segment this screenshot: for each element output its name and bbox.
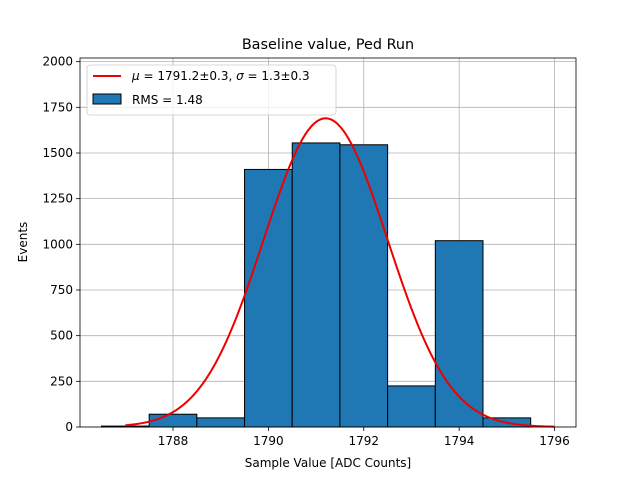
legend-sigma-value: = 1.3±0.3 <box>244 69 310 83</box>
gaussian-fit-curve <box>125 117 555 428</box>
y-tick-label: 1000 <box>42 237 73 251</box>
y-tick-label: 0 <box>65 420 73 434</box>
x-tick-label: 1796 <box>539 434 570 448</box>
y-tick-label: 250 <box>50 374 73 388</box>
x-tick-label: 1788 <box>158 434 189 448</box>
histogram-bar <box>291 142 341 428</box>
legend-hist-label: RMS = 1.48 <box>132 93 203 107</box>
y-axis-label: Events <box>16 222 30 263</box>
x-axis-ticks: 1788 1790 1792 1794 1796 <box>158 427 570 448</box>
histogram-bar <box>434 240 484 428</box>
legend-sigma-symbol: σ <box>236 69 244 83</box>
axes-frame <box>79 57 577 428</box>
legend-mu-value: = 1791.2±0.3, <box>140 69 236 83</box>
histogram-bar <box>387 385 436 428</box>
x-tick-label: 1792 <box>348 434 379 448</box>
y-axis-ticks: 0 250 500 750 1000 1250 1500 1750 2000 <box>42 55 80 434</box>
histogram-bar <box>196 417 246 428</box>
legend: μ = 1791.2±0.3, σ = 1.3±0.3 RMS = 1.48 <box>86 64 337 116</box>
y-tick-label: 1750 <box>42 100 73 114</box>
y-tick-label: 1500 <box>42 146 73 160</box>
y-tick-label: 750 <box>50 283 73 297</box>
histogram-bar <box>339 144 389 428</box>
y-tick-label: 2000 <box>42 55 73 69</box>
y-tick-label: 1250 <box>42 192 73 206</box>
legend-mu-symbol: μ <box>131 69 140 83</box>
x-axis-label: Sample Value [ADC Counts] <box>245 456 411 470</box>
legend-fit-label: μ = 1791.2±0.3, σ = 1.3±0.3 <box>131 69 310 83</box>
histogram-bars <box>100 142 532 428</box>
chart-title: Baseline value, Ped Run <box>242 37 414 53</box>
histogram-bar <box>244 168 293 428</box>
x-tick-label: 1790 <box>253 434 284 448</box>
y-tick-label: 500 <box>50 329 73 343</box>
legend-box <box>86 64 337 116</box>
x-tick-label: 1794 <box>444 434 475 448</box>
legend-hist-swatch <box>92 93 122 105</box>
